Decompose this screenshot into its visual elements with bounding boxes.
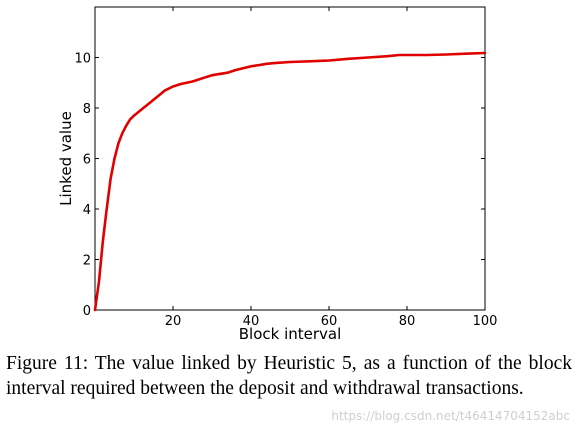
- line-chart: 20 40 60 80 100 0 2 4 6 8 10 Block interval Linked…: [57, 6, 498, 343]
- plot-frame: [94, 6, 486, 311]
- y-tick-label: 8: [83, 102, 91, 117]
- x-tick-label: 80: [399, 314, 416, 329]
- x-axis-label: Block interval: [239, 325, 342, 343]
- x-tick-label: 60: [321, 314, 338, 329]
- x-tick-label: 100: [473, 314, 498, 329]
- watermark: https://blog.csdn.net/t46414704152abc: [331, 409, 570, 423]
- y-tick-label: 4: [83, 203, 91, 218]
- series-layer: [93, 51, 487, 312]
- x-tick-label: 20: [165, 314, 182, 329]
- y-tick-label: 10: [74, 52, 91, 67]
- y-tick-label: 6: [83, 153, 91, 168]
- y-tick-label: 2: [83, 254, 91, 269]
- y-axis-label: Linked value: [57, 111, 75, 206]
- x-tick-label: 40: [243, 314, 260, 329]
- series-line-0: [93, 51, 487, 312]
- plot-area: 20 40 60 80 100 0 2 4 6 8 10: [74, 6, 498, 329]
- figure-caption: Figure 11: The value linked by Heuristic…: [6, 353, 572, 399]
- y-tick-label: 0: [83, 304, 91, 319]
